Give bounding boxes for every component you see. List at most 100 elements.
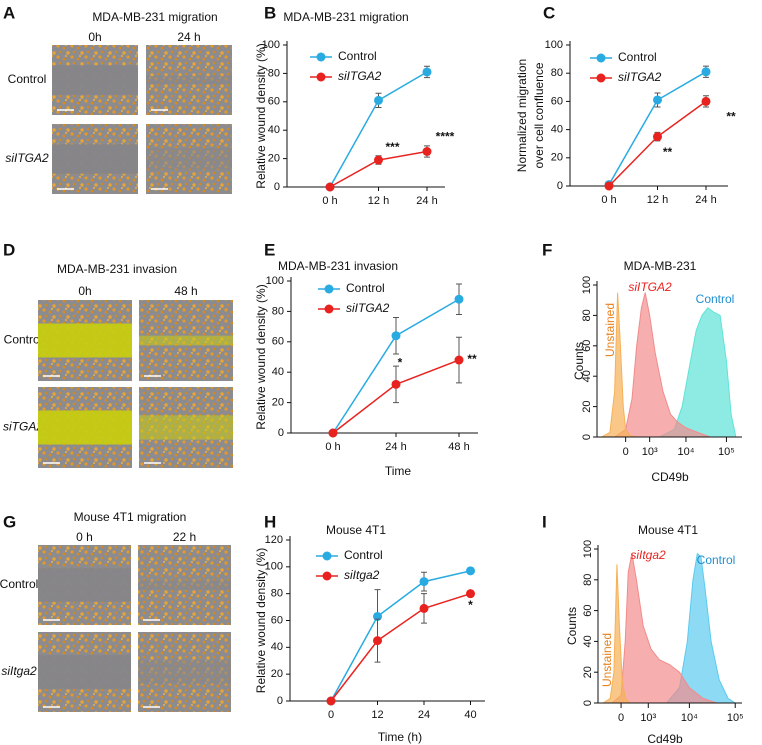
histogram-area bbox=[665, 552, 737, 704]
y-axis-label: over cell confluence bbox=[532, 62, 546, 168]
y-tick-label: 20 bbox=[271, 668, 283, 680]
y-tick-label: 100 bbox=[582, 540, 594, 558]
panel-letter: E bbox=[264, 240, 275, 259]
significance: **** bbox=[436, 130, 455, 144]
x-tick-label: 48 h bbox=[448, 441, 469, 453]
y-tick-label: 40 bbox=[272, 366, 284, 378]
y-tick-label: 0 bbox=[582, 700, 594, 706]
histogram-label: siITGA2 bbox=[628, 280, 672, 294]
x-axis-label: CD49b bbox=[651, 470, 689, 484]
x-tick-label: 12 h bbox=[647, 194, 668, 206]
y-tick-label: 0 bbox=[581, 434, 593, 440]
x-tick-label: 12 h bbox=[368, 195, 389, 207]
panel-title: Mouse 4T1 bbox=[638, 523, 698, 537]
x-axis-label: Cd49b bbox=[647, 732, 683, 745]
data-point bbox=[419, 577, 429, 587]
x-tick-label: 24 h bbox=[695, 194, 716, 206]
legend-label: siITGA2 bbox=[346, 301, 390, 315]
legend-marker bbox=[324, 304, 334, 314]
histogram-area bbox=[601, 564, 632, 704]
panel-letter: I bbox=[542, 512, 547, 531]
panel-title: MDA-MB-231 bbox=[624, 259, 697, 273]
data-point bbox=[422, 67, 432, 77]
y-axis-label: Normalized migration bbox=[515, 59, 529, 172]
wound-area bbox=[146, 148, 232, 170]
series-line bbox=[608, 100, 707, 187]
data-point bbox=[374, 95, 383, 105]
series-line bbox=[330, 570, 471, 702]
panel-title: MDA-MB-231 invasion bbox=[57, 262, 177, 276]
x-tick-label: 0 h bbox=[601, 194, 616, 206]
data-point bbox=[454, 294, 464, 304]
series-line bbox=[330, 592, 471, 702]
y-tick-label: 20 bbox=[582, 666, 594, 678]
x-tick-label: 12 bbox=[371, 709, 383, 721]
significance: ** bbox=[467, 352, 477, 366]
x-tick-label: 24 bbox=[418, 709, 430, 721]
wound-area bbox=[52, 65, 138, 95]
x-tick-label: 10⁵ bbox=[727, 712, 744, 724]
row-label: siITGA2 bbox=[5, 151, 49, 165]
y-tick-label: 60 bbox=[582, 604, 594, 616]
histogram-label: Unstained bbox=[603, 303, 617, 357]
y-tick-label: 0 bbox=[278, 427, 284, 439]
panel-letter: G bbox=[3, 512, 16, 531]
histogram-area bbox=[599, 292, 637, 438]
series-line bbox=[608, 71, 707, 185]
panel-letter: F bbox=[542, 240, 552, 259]
legend-marker bbox=[596, 53, 606, 63]
legend-marker bbox=[322, 571, 332, 581]
significance: *** bbox=[385, 140, 399, 154]
histogram-label: Control bbox=[696, 292, 735, 306]
y-axis-label: Counts bbox=[572, 342, 586, 380]
y-tick-label: 100 bbox=[581, 276, 593, 294]
data-point bbox=[454, 355, 464, 365]
y-tick-label: 40 bbox=[268, 124, 280, 136]
y-tick-label: 60 bbox=[268, 96, 280, 108]
column-label: 0h bbox=[88, 30, 101, 44]
panel-title: MDA-MB-231 migration bbox=[92, 10, 217, 24]
x-tick-label: 0 bbox=[623, 446, 629, 458]
histogram-label: siItga2 bbox=[630, 548, 666, 562]
wound-area bbox=[146, 75, 232, 85]
row-label: Control bbox=[8, 72, 47, 86]
x-tick-label: 24 h bbox=[385, 441, 406, 453]
data-point bbox=[422, 147, 432, 156]
y-tick-label: 60 bbox=[581, 340, 593, 352]
y-tick-label: 60 bbox=[551, 95, 563, 107]
panel-letter: A bbox=[3, 3, 15, 22]
data-point bbox=[466, 566, 475, 576]
y-axis-label: Relative wound density (%) bbox=[254, 548, 268, 693]
panel-letter: D bbox=[3, 240, 15, 259]
wound-area bbox=[38, 410, 132, 445]
x-tick-label: 0 bbox=[618, 712, 624, 724]
data-point bbox=[328, 428, 338, 438]
histogram-area bbox=[610, 553, 717, 704]
wound-area bbox=[38, 568, 131, 602]
x-tick-label: 24 h bbox=[416, 195, 437, 207]
wound-area bbox=[139, 335, 233, 346]
x-tick-label: 0 bbox=[328, 709, 334, 721]
legend-label: siITGA2 bbox=[618, 70, 662, 84]
panel-letter: B bbox=[264, 3, 276, 22]
x-tick-label: 10⁴ bbox=[677, 446, 694, 458]
panel-title: MDA-MB-231 migration bbox=[283, 10, 408, 24]
y-tick-label: 60 bbox=[272, 336, 284, 348]
wound-area bbox=[138, 660, 231, 684]
y-tick-label: 20 bbox=[551, 152, 563, 164]
column-label: 22 h bbox=[173, 530, 196, 544]
x-tick-label: 10⁴ bbox=[681, 712, 698, 724]
histogram-area bbox=[659, 307, 737, 438]
wound-area bbox=[139, 415, 233, 440]
y-tick-label: 80 bbox=[272, 305, 284, 317]
y-tick-label: 0 bbox=[277, 695, 283, 707]
y-tick-label: 80 bbox=[581, 309, 593, 321]
y-tick-label: 80 bbox=[582, 574, 594, 586]
data-point bbox=[326, 696, 336, 706]
x-tick-label: 10³ bbox=[642, 446, 658, 458]
legend-marker bbox=[316, 52, 326, 62]
y-tick-label: 0 bbox=[557, 180, 563, 192]
data-point bbox=[391, 331, 401, 341]
x-tick-label: 0 h bbox=[322, 195, 337, 207]
x-axis-label: Time (h) bbox=[378, 730, 422, 744]
